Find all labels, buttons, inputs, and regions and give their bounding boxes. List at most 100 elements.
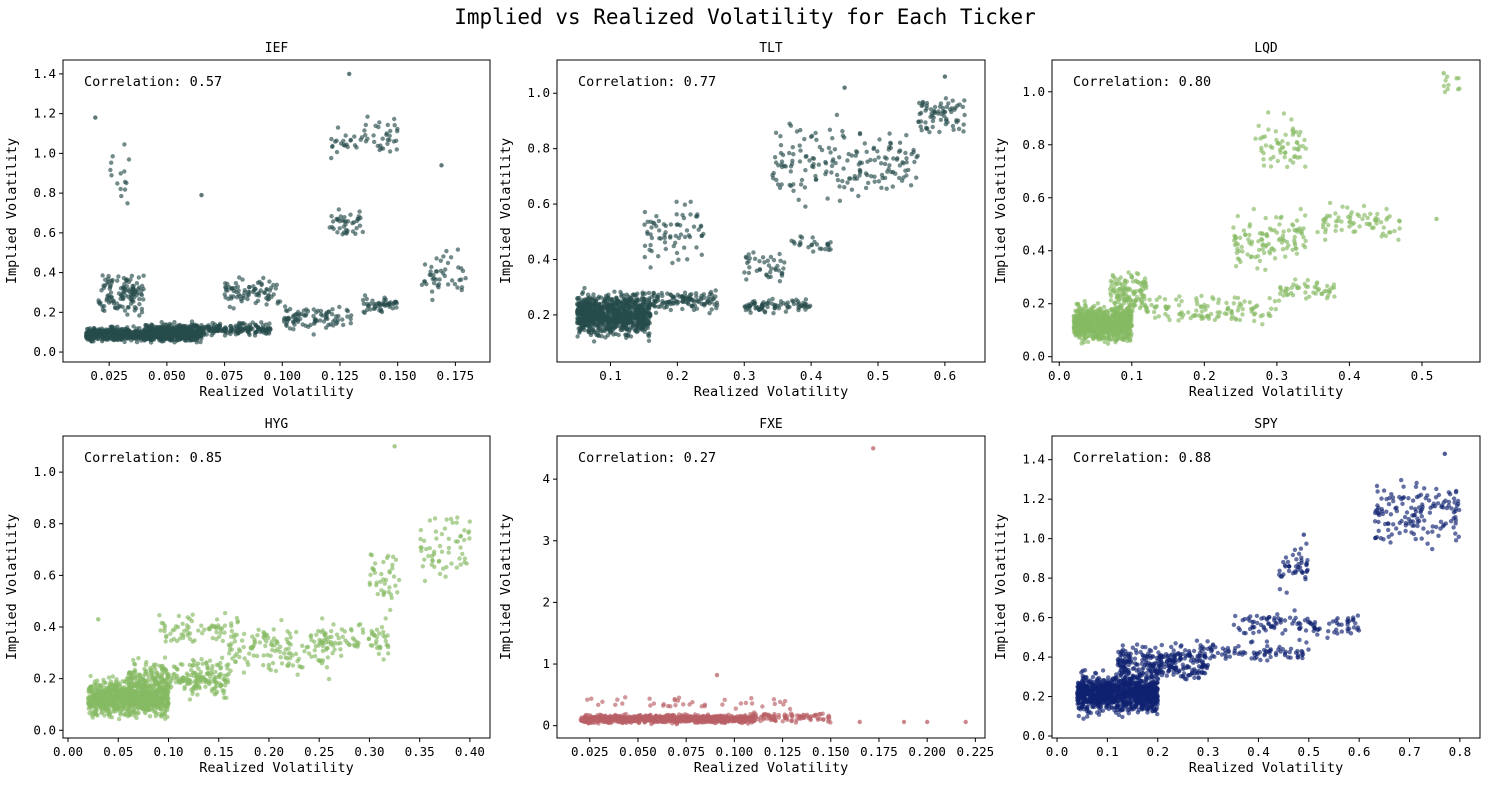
scatter-point bbox=[1111, 336, 1116, 341]
scatter-point bbox=[576, 321, 581, 326]
scatter-point bbox=[1216, 300, 1221, 306]
scatter-point bbox=[1290, 132, 1296, 137]
scatter-point bbox=[267, 321, 272, 326]
scatter-point bbox=[337, 304, 342, 310]
scatter-point bbox=[656, 254, 661, 259]
scatter-point bbox=[1110, 310, 1116, 315]
scatter-point bbox=[1327, 287, 1332, 293]
scatter-point bbox=[287, 306, 293, 312]
scatter-point bbox=[383, 300, 388, 306]
scatter-point bbox=[1156, 314, 1162, 319]
scatter-point bbox=[886, 147, 891, 152]
scatter-point bbox=[950, 123, 956, 129]
scatter-point bbox=[590, 304, 596, 309]
scatter-point bbox=[106, 273, 111, 279]
scatter-point bbox=[139, 338, 144, 343]
scatter-point bbox=[1268, 156, 1273, 162]
scatter-point bbox=[591, 292, 596, 297]
scatter-point bbox=[600, 307, 605, 312]
scatter-point bbox=[1247, 300, 1253, 305]
scatter-point bbox=[1263, 143, 1269, 148]
scatter-point bbox=[1253, 136, 1258, 141]
scatter-point bbox=[772, 303, 777, 308]
scatter-point bbox=[1120, 308, 1126, 313]
scatter-point bbox=[771, 311, 776, 316]
scatter-point bbox=[1340, 204, 1345, 209]
scatter-point bbox=[124, 277, 129, 282]
scatter-point bbox=[924, 100, 930, 106]
scatter-point bbox=[781, 266, 786, 271]
scatter-point bbox=[596, 312, 601, 317]
scatter-point bbox=[783, 309, 789, 314]
scatter-point bbox=[141, 286, 146, 292]
scatter-point bbox=[1120, 293, 1125, 298]
scatter-point bbox=[896, 149, 902, 154]
scatter-point bbox=[329, 155, 334, 161]
scatter-point bbox=[676, 257, 681, 262]
scatter-point bbox=[1137, 305, 1143, 311]
scatter-point bbox=[894, 157, 900, 162]
scatter-point bbox=[649, 248, 654, 254]
scatter-point bbox=[1237, 235, 1243, 240]
scatter-point bbox=[642, 254, 647, 260]
y-axis-label: Implied Volatility bbox=[4, 138, 20, 284]
scatter-point bbox=[1296, 147, 1301, 152]
scatter-point bbox=[1456, 76, 1461, 81]
scatter-point bbox=[368, 307, 373, 312]
scatter-point bbox=[341, 322, 346, 328]
scatter-point bbox=[1266, 110, 1271, 115]
y-tick-label: 1.0 bbox=[1022, 84, 1045, 99]
scatter-point bbox=[1075, 317, 1081, 322]
scatter-point bbox=[599, 334, 604, 339]
scatter-point bbox=[1268, 144, 1273, 149]
scatter-point bbox=[428, 272, 433, 278]
scatter-point bbox=[790, 298, 795, 303]
scatter-point bbox=[804, 304, 810, 310]
scatter-point bbox=[673, 233, 678, 239]
scatter-point bbox=[581, 303, 587, 308]
scatter-point bbox=[1122, 285, 1127, 290]
scatter-point bbox=[823, 247, 828, 252]
scatter-point bbox=[768, 254, 774, 260]
scatter-point bbox=[776, 163, 781, 168]
scatter-point bbox=[1186, 310, 1191, 315]
scatter-point bbox=[645, 325, 650, 331]
scatter-point bbox=[938, 101, 944, 106]
y-axis-label: Implied Volatility bbox=[993, 138, 1009, 284]
x-tick-label: 0.4 bbox=[1338, 368, 1361, 383]
scatter-point bbox=[138, 291, 144, 296]
scatter-point bbox=[918, 124, 923, 129]
scatter-point bbox=[1259, 236, 1264, 242]
scatter-point bbox=[688, 296, 693, 301]
scatter-point bbox=[96, 328, 102, 333]
scatter-point bbox=[1143, 304, 1148, 309]
scatter-point bbox=[924, 106, 929, 111]
scatter-point bbox=[1165, 314, 1171, 319]
scatter-point bbox=[691, 224, 697, 229]
scatter-point bbox=[688, 199, 693, 204]
scatter-point bbox=[111, 301, 117, 306]
scatter-point bbox=[1134, 294, 1140, 300]
scatter-point bbox=[1272, 299, 1278, 304]
scatter-point bbox=[362, 293, 368, 298]
y-tick-label: 0.6 bbox=[33, 225, 56, 240]
scatter-point bbox=[439, 163, 444, 168]
scatter-point bbox=[819, 147, 825, 153]
scatter-point bbox=[579, 316, 584, 321]
scatter-point bbox=[116, 274, 121, 279]
scatter-point bbox=[269, 294, 274, 300]
scatter-point bbox=[1122, 296, 1128, 302]
scatter-point bbox=[1368, 211, 1373, 217]
x-axis-label: Realized Volatility bbox=[694, 384, 848, 400]
scatter-point bbox=[154, 330, 159, 335]
scatter-point bbox=[1201, 315, 1206, 321]
scatter-point bbox=[363, 139, 369, 144]
scatter-point bbox=[1384, 206, 1389, 212]
scatter-point bbox=[938, 117, 944, 123]
scatter-point bbox=[889, 169, 894, 175]
scatter-point bbox=[674, 199, 679, 204]
scatter-point bbox=[797, 143, 802, 148]
scatter-point bbox=[419, 282, 425, 287]
